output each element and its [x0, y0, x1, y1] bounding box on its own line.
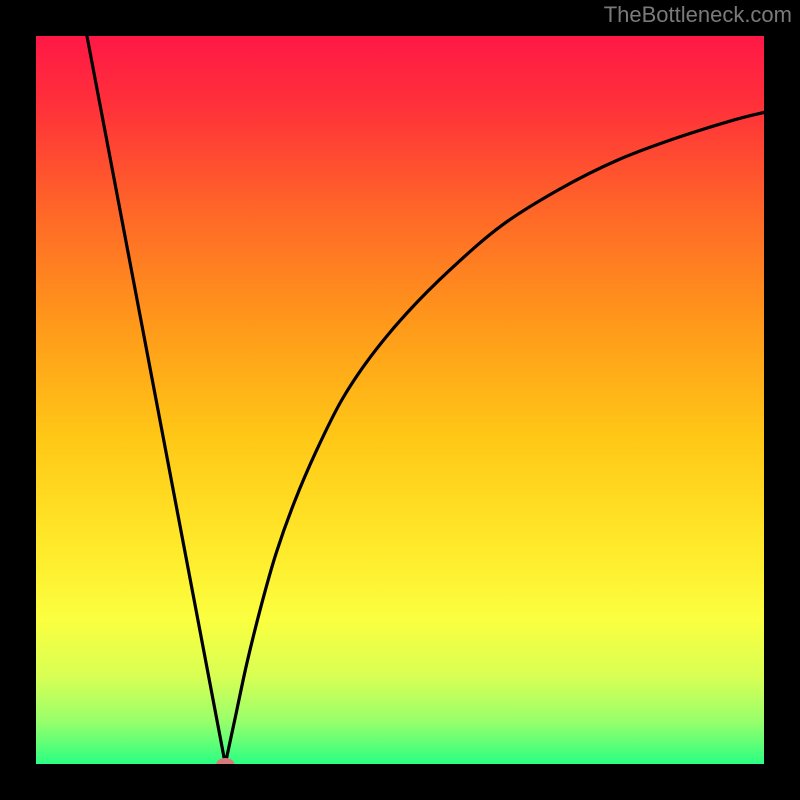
curve-layer: [36, 36, 764, 764]
watermark-text: TheBottleneck.com: [604, 2, 792, 28]
bottleneck-curve: [87, 36, 764, 764]
plot-area: [36, 36, 764, 764]
minimum-marker: [216, 758, 234, 764]
chart-container: TheBottleneck.com: [0, 0, 800, 800]
